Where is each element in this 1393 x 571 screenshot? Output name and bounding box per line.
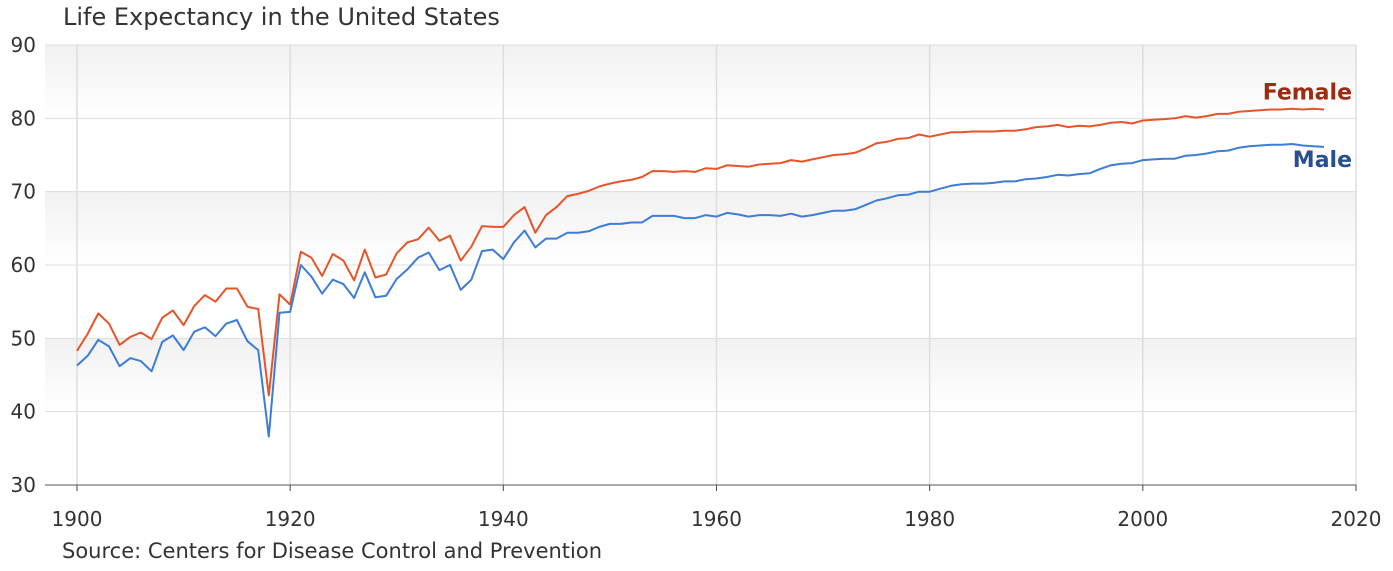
series-label-male: Male xyxy=(1293,148,1352,173)
x-tick-label: 1980 xyxy=(904,507,955,531)
y-tick-label: 70 xyxy=(11,180,36,204)
y-tick-label: 80 xyxy=(11,106,36,130)
series-line-female xyxy=(76,107,1325,397)
x-tick-label: 2000 xyxy=(1117,507,1168,531)
x-tick-label: 1900 xyxy=(52,507,103,531)
chart-title: Life Expectancy in the United States xyxy=(63,3,500,31)
series-label-female: Female xyxy=(1263,81,1352,106)
x-tick-label: 2020 xyxy=(1331,507,1382,531)
x-tick-label: 1920 xyxy=(265,507,316,531)
grid-band xyxy=(45,45,1356,119)
series-line-male xyxy=(76,143,1325,438)
x-tick-label: 1960 xyxy=(691,507,742,531)
grid-band xyxy=(45,338,1356,412)
y-tick-label: 60 xyxy=(11,253,36,277)
x-tick-label: 1940 xyxy=(478,507,529,531)
source-note: Source: Centers for Disease Control and … xyxy=(62,539,603,563)
grid-band xyxy=(45,191,1356,265)
y-tick-label: 30 xyxy=(11,473,36,497)
y-tick-label: 50 xyxy=(11,326,36,350)
y-tick-label: 40 xyxy=(11,400,36,424)
y-tick-label: 90 xyxy=(11,33,36,57)
